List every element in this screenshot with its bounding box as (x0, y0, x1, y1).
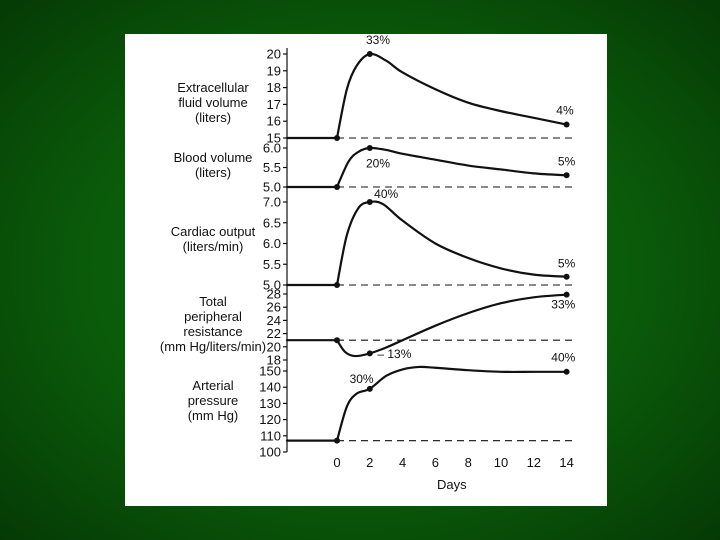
tpr-label-line: (mm Hg/liters/min) (160, 339, 266, 354)
ap-data-point (366, 385, 373, 392)
ecf-label-line: Extracellular (177, 80, 249, 95)
co-data-point (334, 282, 340, 288)
x-tick-label: 12 (527, 455, 541, 470)
ap-annotation: 40% (551, 350, 575, 364)
x-tick-label: 10 (494, 455, 508, 470)
bv-label-line: Blood volume (174, 150, 253, 165)
ap-y-tick-label: 130 (259, 396, 281, 411)
ap-data-point (563, 368, 570, 375)
ap-label-line: (mm Hg) (188, 408, 239, 423)
ap-y-tick-label: 110 (260, 428, 281, 443)
co-y-tick-label: 5.0 (263, 278, 281, 293)
tpr-label-line: Total (199, 294, 227, 309)
co-data-point (366, 199, 373, 205)
ecf-y-tick-label: 18 (267, 80, 281, 95)
tpr-y-tick-label: 20 (267, 339, 281, 354)
ap-y-tick-label: 100 (259, 445, 281, 460)
x-tick-label: 4 (399, 455, 406, 470)
tpr-label-line: peripheral (184, 309, 242, 324)
ecf-annotation: 4% (556, 103, 574, 117)
bv-series-line (285, 146, 568, 189)
bv-data-point (563, 172, 570, 179)
ap-label-line: Arterial (192, 378, 233, 393)
ecf-data-point (563, 121, 570, 128)
x-tick-label: 2 (366, 455, 373, 470)
ap-y-tick-label: 120 (259, 412, 281, 427)
co-y-tick-label: 6.5 (263, 215, 281, 230)
ecf-y-tick-label: 16 (267, 114, 281, 129)
bv-y-tick-label: 5.5 (263, 160, 281, 175)
ecf-y-tick-label: 15 (267, 131, 281, 146)
ecf-annotation: 33% (366, 34, 390, 47)
ecf-label-line: fluid volume (178, 95, 247, 110)
co-label-line: (liters/min) (183, 239, 244, 254)
tpr-y-tick-label: 22 (267, 326, 281, 341)
tpr-data-point (366, 350, 373, 357)
co-y-tick-label: 6.0 (263, 236, 281, 251)
co-y-tick-label: 5.5 (263, 257, 281, 272)
ecf-series-line (285, 52, 568, 140)
co-annotation: 5% (558, 257, 576, 271)
bv-annotation: 20% (366, 157, 390, 171)
tpr-y-tick-label: 26 (267, 300, 281, 315)
tpr-y-tick-label: 24 (267, 313, 281, 328)
tpr-annotation: – 13% (377, 347, 411, 361)
ap-y-tick-label: 140 (259, 380, 281, 395)
x-axis-title: Days (437, 477, 467, 492)
tpr-label-line: resistance (183, 324, 242, 339)
tpr-annotation: 33% (551, 298, 575, 312)
co-data-point (563, 273, 570, 280)
ap-data-point (334, 437, 340, 444)
x-tick-label: 6 (432, 455, 439, 470)
ap-y-tick-label: 150 (259, 364, 281, 379)
bv-y-tick-label: 5.0 (263, 180, 281, 195)
ap-annotation: 30% (350, 372, 374, 386)
ecf-y-tick-label: 19 (267, 63, 281, 78)
tpr-data-point (563, 291, 570, 298)
bv-annotation: 5% (558, 155, 576, 169)
ecf-label-line: (liters) (195, 110, 231, 125)
ap-label-line: pressure (188, 393, 239, 408)
ap-series-line (285, 365, 568, 442)
bv-data-point (334, 184, 340, 190)
tpr-data-point (334, 337, 340, 344)
x-tick-label: 8 (465, 455, 472, 470)
ecf-data-point (334, 135, 340, 141)
x-tick-label: 0 (333, 455, 340, 470)
x-tick-label: 14 (559, 455, 573, 470)
tpr-series-line (285, 293, 568, 358)
chart-panel: 15 16 17 18 19 20 Extracellular fluid volume (li… (125, 34, 607, 506)
bv-label-line: (liters) (195, 165, 231, 180)
bv-y-tick-label: 6.0 (263, 141, 281, 156)
co-annotation: 40% (374, 187, 398, 201)
co-series-line (285, 200, 568, 287)
tpr-y-tick-label: 28 (267, 287, 281, 302)
bv-data-point (366, 145, 373, 151)
co-label-line: Cardiac output (171, 224, 256, 239)
tpr-y-tick-label: 18 (267, 353, 281, 368)
ecf-y-tick-label: 17 (267, 97, 281, 112)
ecf-data-point (366, 51, 373, 57)
co-y-tick-label: 7.0 (263, 195, 281, 210)
ecf-y-tick-label: 20 (267, 47, 281, 62)
